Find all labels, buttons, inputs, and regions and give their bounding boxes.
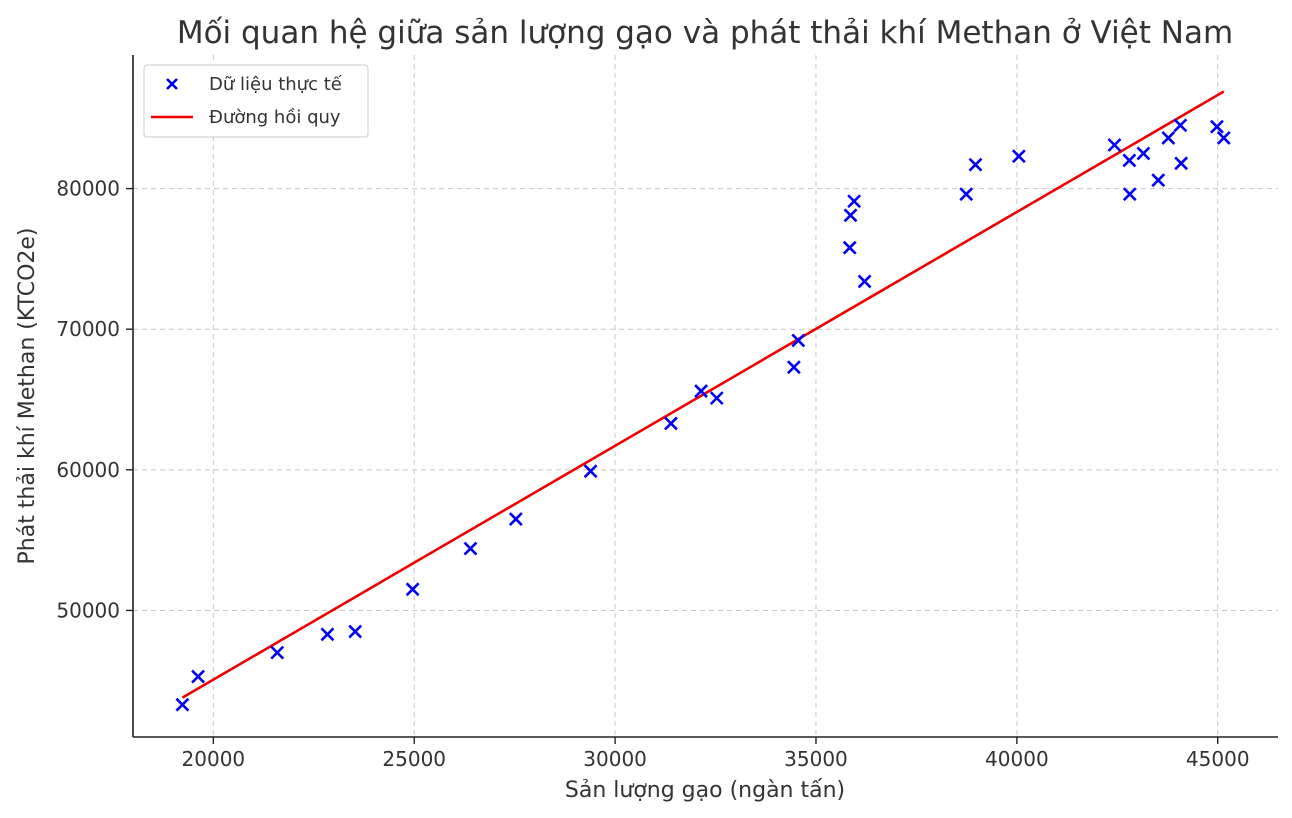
x-tick-label: 30000	[583, 747, 647, 771]
legend-label-regression: Đường hồi quy	[209, 107, 341, 128]
data-point	[857, 274, 872, 289]
x-tick-label: 35000	[784, 747, 848, 771]
data-point	[959, 187, 974, 202]
plot-area	[175, 90, 1231, 712]
data-point	[191, 669, 206, 684]
x-tick-label: 40000	[985, 747, 1049, 771]
legend-marker-icon	[166, 78, 178, 90]
y-axis-label: Phát thải khí Methan (KTCO2e)	[15, 227, 40, 564]
chart-title: Mối quan hệ giữa sản lượng gạo và phát t…	[177, 15, 1233, 51]
data-point	[694, 384, 708, 398]
data-point	[348, 624, 363, 639]
data-point	[791, 333, 806, 348]
grid	[133, 55, 1278, 737]
data-point	[1122, 187, 1137, 202]
data-point	[842, 240, 857, 255]
data-point	[1151, 173, 1166, 188]
data-point	[968, 157, 983, 172]
x-axis-label: Sản lượng gạo (ngàn tấn)	[565, 778, 845, 803]
data-point	[1107, 138, 1122, 152]
data-point	[709, 391, 724, 406]
data-point	[1174, 156, 1189, 171]
data-point	[1011, 149, 1026, 164]
data-point	[664, 416, 678, 431]
data-point	[847, 194, 862, 209]
data-point	[463, 541, 478, 556]
data-point	[320, 627, 335, 642]
data-point	[508, 512, 523, 526]
data-point	[843, 208, 858, 223]
data-point	[786, 360, 801, 375]
data-point	[1173, 118, 1188, 133]
data-point	[405, 582, 420, 597]
legend-box	[143, 64, 369, 138]
y-tick-label: 80000	[56, 177, 120, 201]
y-tick-label: 60000	[56, 458, 120, 482]
ticks: 20000 25000 30000 35000 40000 45000 50000 60000…	[56, 177, 1249, 771]
data-point	[1216, 131, 1231, 145]
x-tick-label: 45000	[1186, 747, 1250, 771]
y-tick-label: 70000	[56, 317, 120, 341]
data-point	[175, 697, 190, 712]
data-point	[1122, 153, 1137, 168]
data-point	[1210, 119, 1224, 134]
x-tick-label: 25000	[382, 747, 446, 771]
data-point	[583, 464, 598, 479]
data-point	[270, 645, 285, 660]
data-point	[1161, 131, 1176, 145]
legend: Dữ liệu thực tế Đường hồi quy	[143, 64, 369, 138]
x-tick-label: 20000	[182, 747, 246, 771]
y-tick-label: 50000	[56, 598, 120, 622]
axes	[132, 55, 1278, 738]
data-point	[1136, 146, 1151, 161]
legend-label-data: Dữ liệu thực tế	[209, 74, 343, 95]
